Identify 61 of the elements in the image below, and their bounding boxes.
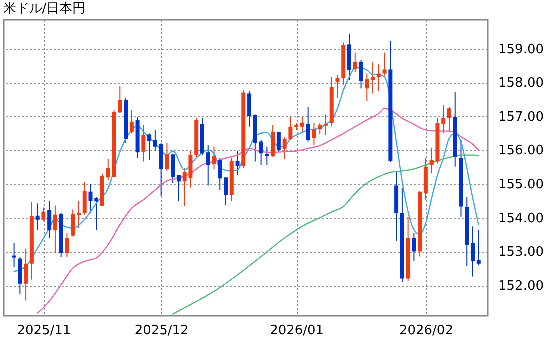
candlestick bbox=[176, 174, 181, 202]
x-tick-label: 2026/01 bbox=[270, 324, 324, 338]
line-series bbox=[37, 108, 480, 314]
candlestick bbox=[130, 110, 134, 134]
candlestick bbox=[248, 90, 252, 128]
candlestick bbox=[336, 74, 340, 99]
candlestick bbox=[259, 140, 264, 166]
x-tick-label: 2026/02 bbox=[399, 324, 454, 338]
candlestick bbox=[153, 130, 158, 152]
candlestick bbox=[442, 104, 446, 134]
candlestick bbox=[288, 116, 293, 141]
candlestick bbox=[206, 144, 210, 186]
y-tick-label: 154.00 bbox=[498, 211, 544, 226]
candlestick bbox=[471, 226, 475, 278]
candlestick bbox=[148, 133, 152, 161]
candlestick bbox=[306, 106, 310, 142]
candlestick bbox=[53, 205, 58, 254]
candlestick bbox=[82, 182, 87, 216]
candlestick bbox=[282, 136, 287, 160]
candlestick bbox=[48, 200, 52, 239]
candlestick bbox=[371, 62, 376, 94]
candlestick bbox=[412, 232, 416, 262]
candlestick bbox=[71, 209, 76, 238]
candlestick bbox=[24, 248, 28, 302]
candlestick bbox=[476, 230, 481, 266]
candlestick bbox=[76, 200, 81, 229]
candlestick bbox=[165, 142, 170, 172]
candlestick bbox=[276, 131, 281, 152]
y-tick-label: 155.00 bbox=[498, 178, 544, 193]
y-tick-label: 156.00 bbox=[498, 144, 544, 159]
y-tick-label: 157.00 bbox=[498, 110, 544, 125]
candlestick bbox=[65, 232, 70, 258]
y-tick-label: 158.00 bbox=[498, 76, 544, 92]
candlestick bbox=[318, 123, 322, 136]
candlestick bbox=[236, 150, 240, 176]
candlestick bbox=[359, 60, 364, 90]
line-series bbox=[172, 154, 480, 315]
candlestick bbox=[353, 52, 358, 73]
candlestick bbox=[171, 154, 176, 184]
candlestick bbox=[265, 146, 270, 166]
candlestick bbox=[42, 207, 46, 222]
candlestick bbox=[212, 146, 216, 170]
candlestick bbox=[12, 242, 16, 268]
y-tick-label: 153.00 bbox=[498, 245, 544, 260]
candlestick bbox=[88, 184, 93, 214]
chart-title: 米ドル/日本円 bbox=[3, 1, 86, 16]
candlestick bbox=[365, 73, 370, 102]
candlestick bbox=[224, 177, 228, 206]
candlestick bbox=[142, 124, 146, 162]
candlestick bbox=[300, 116, 304, 134]
candlestick bbox=[382, 52, 387, 76]
y-tick-label: 159.00 bbox=[498, 42, 544, 58]
candlestick bbox=[447, 106, 452, 132]
x-tick-label: 2025/12 bbox=[134, 324, 189, 338]
candlestick bbox=[36, 203, 40, 231]
candlestick bbox=[312, 123, 316, 146]
candlestick bbox=[324, 114, 328, 136]
y-tick-label: 152.00 bbox=[498, 279, 544, 294]
x-tick-label: 2025/11 bbox=[17, 324, 72, 338]
candlestick bbox=[218, 158, 222, 191]
candlestick bbox=[106, 158, 110, 182]
